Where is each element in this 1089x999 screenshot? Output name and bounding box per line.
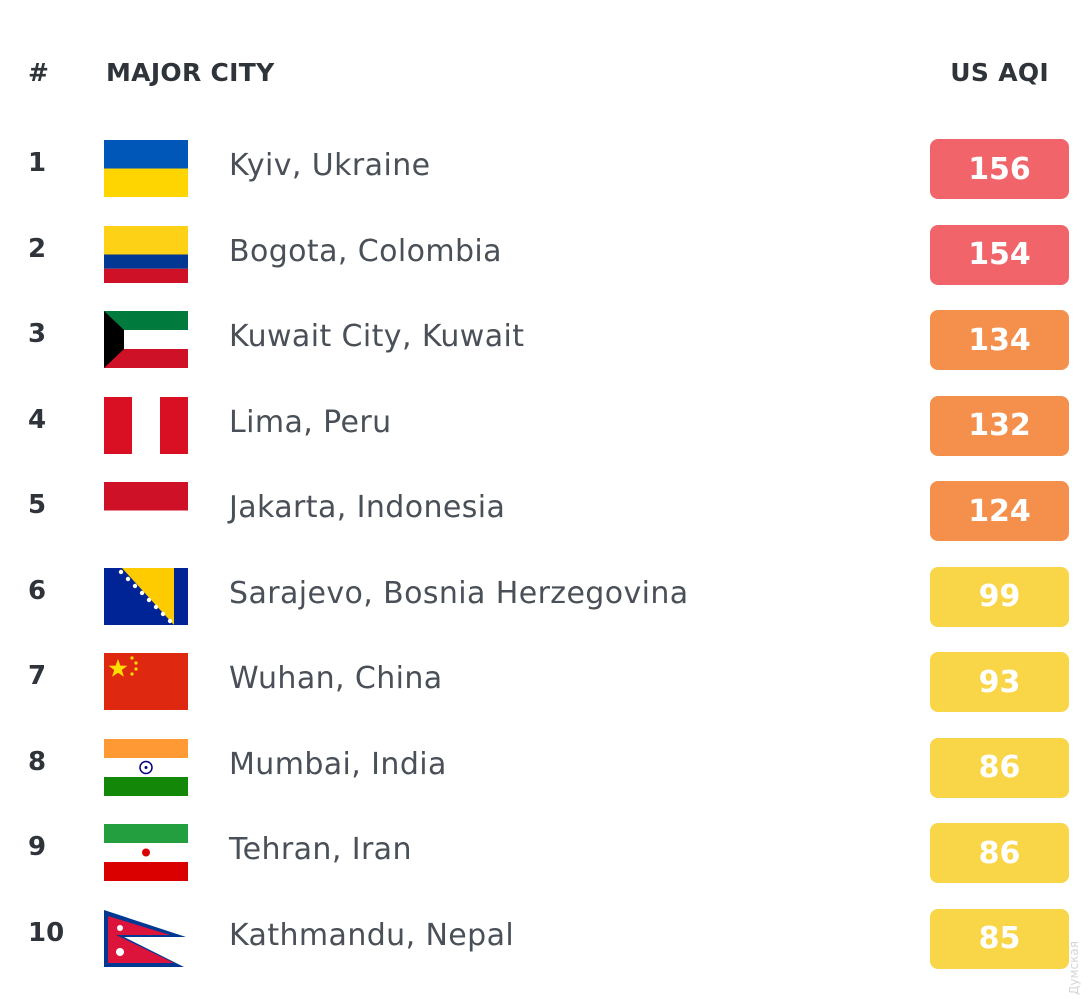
kuwait-flag-icon (104, 311, 188, 368)
aqi-badge: 99 (930, 566, 1069, 627)
city-name[interactable]: Kyiv, Ukraine (229, 148, 431, 183)
rank-number: 1 (28, 148, 47, 178)
rank-number: 9 (28, 832, 47, 862)
table-row[interactable]: 1 Kyiv, Ukraine 156 (0, 126, 1089, 212)
table-row[interactable]: 10 Kathmandu, Nepal 85 (0, 896, 1089, 982)
aqi-badge: 124 (930, 481, 1069, 541)
indonesia-flag-icon (104, 482, 188, 539)
city-name[interactable]: Kathmandu, Nepal (229, 917, 515, 953)
china-flag-icon (104, 653, 188, 710)
city-name[interactable]: Tehran, Iran (229, 832, 412, 867)
aqi-column-header: US AQI (950, 58, 1049, 87)
rank-number: 8 (28, 746, 47, 777)
table-row[interactable]: 2 Bogota, Colombia 154 (0, 212, 1089, 298)
table-row[interactable]: 3 Kuwait City, Kuwait 134 (0, 297, 1089, 383)
bosnia-flag-icon (104, 567, 188, 625)
city-name[interactable]: Wuhan, China (229, 661, 443, 696)
table-row[interactable]: 9 Tehran, Iran 86 (0, 810, 1089, 896)
rank-number: 7 (28, 661, 47, 691)
rank-number: 3 (28, 319, 47, 349)
city-ranking-list: 1 Kyiv, Ukraine 156 2 Bogota, Colombia 1… (0, 126, 1089, 981)
rank-number: 5 (28, 490, 47, 520)
rank-number: 2 (28, 233, 47, 264)
aqi-badge: 156 (930, 139, 1069, 199)
rank-number: 10 (28, 917, 65, 948)
table-row[interactable]: 6 Sarajevo, Bosnia Herzegovina 99 (0, 554, 1089, 640)
city-name[interactable]: Kuwait City, Kuwait (229, 319, 525, 354)
city-name[interactable]: Lima, Peru (229, 404, 392, 440)
table-row[interactable]: 8 Mumbai, India 86 (0, 725, 1089, 811)
rank-number: 6 (28, 575, 47, 606)
peru-flag-icon (104, 396, 188, 454)
aqi-badge: 86 (930, 737, 1069, 798)
nepal-flag-icon (104, 909, 188, 967)
aqi-badge: 93 (930, 652, 1069, 712)
india-flag-icon (104, 738, 188, 796)
city-name[interactable]: Mumbai, India (229, 746, 447, 782)
city-name[interactable]: Jakarta, Indonesia (229, 490, 506, 525)
ukraine-flag-icon (104, 140, 188, 197)
rank-column-header: # (28, 58, 50, 87)
table-header: # MAJOR CITY US AQI (0, 48, 1089, 96)
rank-number: 4 (28, 404, 47, 435)
iran-flag-icon (104, 824, 188, 881)
aqi-badge: 134 (930, 310, 1069, 370)
colombia-flag-icon (104, 225, 188, 283)
city-name[interactable]: Bogota, Colombia (229, 233, 502, 269)
aqi-badge: 132 (930, 395, 1069, 456)
table-row[interactable]: 7 Wuhan, China 93 (0, 639, 1089, 725)
city-column-header: MAJOR CITY (106, 58, 275, 87)
aqi-badge: 154 (930, 224, 1069, 285)
aqi-badge: 85 (930, 908, 1069, 969)
aqi-badge: 86 (930, 823, 1069, 883)
table-row[interactable]: 5 Jakarta, Indonesia 124 (0, 468, 1089, 554)
city-name[interactable]: Sarajevo, Bosnia Herzegovina (229, 575, 689, 611)
watermark: Думская (1067, 941, 1081, 995)
table-row[interactable]: 4 Lima, Peru 132 (0, 383, 1089, 469)
